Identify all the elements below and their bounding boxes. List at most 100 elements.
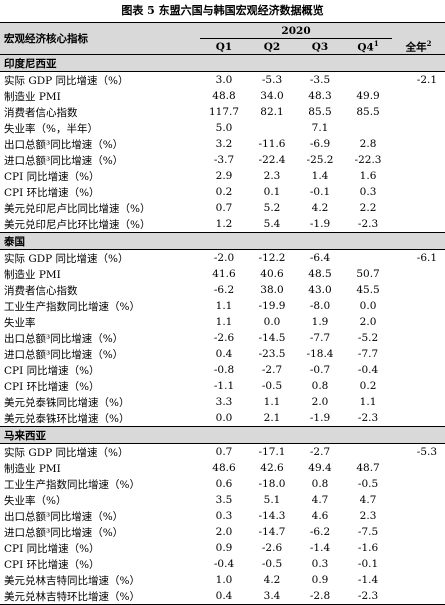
table-row: 实际 GDP 同比增速（%） 0.7 -17.1 -2.7 -5.3 [0, 444, 445, 461]
section-title: 印度尼西亚 [0, 54, 445, 72]
value-cell-q2: 5.2 [263, 202, 281, 214]
section-title: 泰国 [0, 232, 445, 250]
table-row: 制造业 PMI 41.6 40.6 48.5 50.7 [0, 266, 445, 282]
value-cell-q2: 42.6 [260, 462, 284, 474]
value-cell-q2: 2.1 [263, 412, 281, 424]
value-cell-q3: 4.7 [311, 494, 329, 506]
value-cell-q2: -17.1 [258, 446, 286, 458]
value-cell-annual [392, 410, 445, 427]
table-row: 实际 GDP 同比增速（%） 3.0 -5.3 -3.5 -2.1 [0, 72, 445, 89]
value-cell-q4: 0.0 [359, 300, 377, 312]
indicator-label: 出口总额³同比增速（%） [4, 510, 124, 523]
value-cell-q4: 48.7 [356, 462, 380, 474]
value-cell-q4: -22.3 [354, 154, 382, 166]
value-cell-q2: -14.7 [258, 526, 286, 538]
table-row: 美元兑泰铢同比增速（%） 3.3 1.1 2.0 1.1 [0, 394, 445, 410]
table-row: 美元兑林吉特环比增速（%） 0.4 3.4 -2.8 -2.3 [0, 588, 445, 605]
table-row: 制造业 PMI 48.8 34.0 48.3 49.9 [0, 88, 445, 104]
column-header-annual: 全年2 [392, 38, 445, 55]
value-cell-q2: -19.9 [258, 300, 286, 312]
value-cell-q3: -0.1 [309, 186, 331, 198]
value-cell-q1: 48.6 [212, 462, 236, 474]
value-cell-q4: -7.7 [357, 348, 379, 360]
value-cell-q1: 117.7 [208, 106, 240, 118]
value-cell-q1: -6.2 [213, 284, 235, 296]
value-cell-q4: -2.3 [357, 412, 379, 424]
table-row: 工业生产指数同比增速（%） 1.1 -19.9 -8.0 0.0 [0, 298, 445, 314]
section-header-row: 马来西亚 [0, 426, 445, 444]
value-cell-q3: -8.0 [309, 300, 331, 312]
value-cell-q2: -0.5 [261, 380, 283, 392]
value-cell-q1: 3.5 [215, 494, 233, 506]
indicator-label: 失业率 [4, 316, 36, 329]
value-cell-q4 [344, 444, 392, 461]
indicator-label: 工业生产指数同比增速（%） [4, 478, 140, 491]
value-cell-annual [392, 346, 445, 362]
indicator-label: 消费者信心指数 [4, 106, 78, 119]
table-row: CPI 同比增速（%） 0.9 -2.6 -1.4 -1.6 [0, 540, 445, 556]
value-cell-q3: 49.4 [308, 462, 332, 474]
indicator-label: 消费者信心指数 [4, 284, 78, 297]
value-cell-q2: -14.3 [258, 510, 286, 522]
value-cell-annual [392, 200, 445, 216]
value-cell-q4: 50.7 [356, 268, 380, 280]
table-row: 进口总额³同比增速（%） 0.4 -23.5 -18.4 -7.7 [0, 346, 445, 362]
value-cell-q3: -1.4 [309, 542, 331, 554]
value-cell-q2: 5.1 [263, 494, 281, 506]
value-cell-q2: 1.1 [263, 396, 281, 408]
value-cell-q3: 1.4 [311, 170, 329, 182]
value-cell-annual [392, 508, 445, 524]
table-row: 工业生产指数同比增速（%） 0.6 -18.0 0.8 -0.5 [0, 476, 445, 492]
value-cell-q4: -0.4 [357, 364, 379, 376]
value-cell-q2: -0.5 [261, 558, 283, 570]
section-title: 马来西亚 [0, 426, 445, 444]
table-row: CPI 同比增速（%） -0.8 -2.7 -0.7 -0.4 [0, 362, 445, 378]
value-cell-q2: -2.7 [261, 364, 283, 376]
value-cell-annual [392, 282, 445, 298]
annual-label: 全年 [405, 41, 427, 53]
table-row: 失业率 1.1 0.0 1.9 2.0 [0, 314, 445, 330]
value-cell-q4 [344, 120, 392, 136]
value-cell-annual [392, 524, 445, 540]
value-cell-annual [392, 540, 445, 556]
value-cell-q3: 0.9 [311, 574, 329, 586]
indicator-label: 美元兑林吉特环比增速（%） [0, 588, 200, 605]
value-cell-q2: 38.0 [260, 284, 284, 296]
value-cell-q3: 0.8 [311, 478, 329, 490]
value-cell-annual [392, 88, 445, 104]
indicator-label: 出口总额³同比增速（%） [4, 332, 124, 345]
value-cell-q3: 48.3 [308, 90, 332, 102]
value-cell-q1: 2.9 [215, 170, 233, 182]
value-cell-q3: -2.8 [296, 588, 344, 605]
value-cell-q1: -1.1 [213, 380, 235, 392]
table-row: 实际 GDP 同比增速（%） -2.0 -12.2 -6.4 -6.1 [0, 250, 445, 267]
value-cell-q2: -11.6 [258, 138, 286, 150]
value-cell-q4: 0.3 [359, 186, 377, 198]
header-row-year: 宏观经济核心指标 2020 [0, 22, 445, 55]
value-cell-q1: 0.2 [215, 186, 233, 198]
table-row: 美元兑林吉特同比增速（%） 1.0 4.2 0.9 -1.4 [0, 572, 445, 588]
indicator-label: CPI 环比增速（%） [4, 380, 100, 393]
value-cell-annual [392, 556, 445, 572]
value-cell-q2: -18.0 [258, 478, 286, 490]
indicator-label: 进口总额³同比增速（%） [4, 348, 124, 361]
value-cell-q4 [344, 72, 392, 89]
value-cell-q3: -7.7 [309, 332, 331, 344]
indicator-label: 实际 GDP 同比增速（%） [4, 252, 129, 265]
value-cell-annual [392, 298, 445, 314]
table-row: 进口总额³同比增速（%） 2.0 -14.7 -6.2 -7.5 [0, 524, 445, 540]
indicator-label: CPI 同比增速（%） [4, 364, 100, 377]
value-cell-q2: 2.3 [263, 170, 281, 182]
table-row: CPI 同比增速（%） 2.9 2.3 1.4 1.6 [0, 168, 445, 184]
value-cell-q4: -2.3 [357, 218, 379, 230]
q4-footnote-marker: 1 [373, 39, 379, 49]
indicator-label: 失业率（%） [4, 494, 67, 507]
value-cell-annual [392, 136, 445, 152]
column-header-q2: Q2 [248, 38, 296, 55]
value-cell-q3: -6.4 [309, 252, 331, 264]
indicator-label: 实际 GDP 同比增速（%） [4, 74, 129, 87]
indicator-label: CPI 环比增速（%） [4, 186, 100, 199]
value-cell-q4: 2.2 [359, 202, 377, 214]
value-cell-q1: 48.8 [212, 90, 236, 102]
value-cell-q1: 0.7 [215, 202, 233, 214]
